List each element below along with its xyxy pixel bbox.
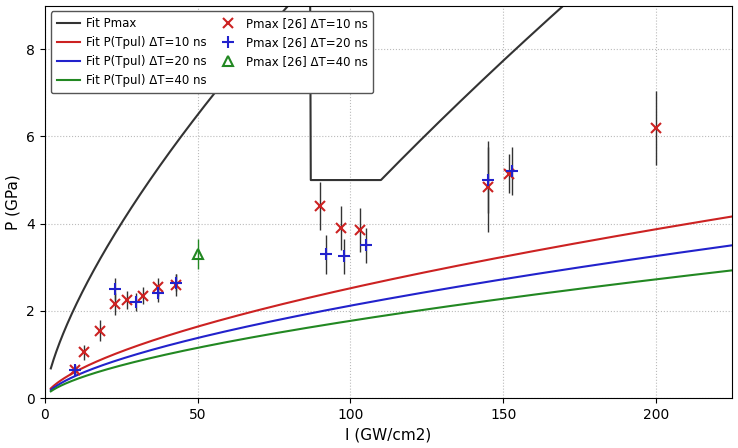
- Pmax [26] ΔT=10 ns: [355, 228, 364, 233]
- Fit Pmax: [347, 177, 356, 183]
- Pmax [26] ΔT=10 ns: [111, 302, 120, 307]
- Fit P(Tpul) ΔT=20 ns: [347, 303, 356, 308]
- Pmax [26] ΔT=10 ns: [80, 350, 89, 355]
- Fit P(Tpul) ΔT=10 ns: [578, 240, 587, 245]
- Fit P(Tpul) ΔT=40 ns: [46, 389, 55, 394]
- Fit P(Tpul) ΔT=20 ns: [116, 357, 125, 362]
- Fit P(Tpul) ΔT=10 ns: [116, 349, 125, 354]
- Fit P(Tpul) ΔT=40 ns: [116, 363, 125, 368]
- Pmax [26] ΔT=10 ns: [123, 297, 131, 303]
- Fit P(Tpul) ΔT=20 ns: [514, 274, 523, 280]
- Pmax [26] ΔT=20 ns: [483, 177, 492, 183]
- Line: Fit P(Tpul) ΔT=10 ns: Fit P(Tpul) ΔT=10 ns: [51, 216, 732, 388]
- Pmax [26] ΔT=10 ns: [337, 225, 345, 231]
- Y-axis label: P (GPa): P (GPa): [6, 174, 21, 230]
- Line: Fit P(Tpul) ΔT=20 ns: Fit P(Tpul) ΔT=20 ns: [51, 245, 732, 390]
- Pmax [26] ΔT=20 ns: [132, 300, 141, 305]
- Fit P(Tpul) ΔT=10 ns: [322, 291, 331, 296]
- Fit P(Tpul) ΔT=10 ns: [347, 285, 356, 291]
- Pmax [26] ΔT=20 ns: [361, 243, 370, 248]
- Pmax [26] ΔT=20 ns: [322, 251, 331, 257]
- Fit P(Tpul) ΔT=20 ns: [46, 388, 55, 393]
- Pmax [26] ΔT=20 ns: [71, 367, 80, 372]
- Fit P(Tpul) ΔT=10 ns: [728, 214, 737, 219]
- Fit P(Tpul) ΔT=10 ns: [514, 251, 523, 257]
- Pmax [26] ΔT=10 ns: [652, 125, 661, 130]
- Fit P(Tpul) ΔT=10 ns: [46, 386, 55, 391]
- Fit P(Tpul) ΔT=40 ns: [578, 286, 587, 291]
- Pmax [26] ΔT=10 ns: [138, 293, 147, 298]
- Fit P(Tpul) ΔT=40 ns: [728, 267, 737, 273]
- Pmax [26] ΔT=10 ns: [95, 328, 104, 333]
- Fit Pmax: [322, 177, 331, 183]
- Pmax [26] ΔT=20 ns: [339, 254, 348, 259]
- Line: Pmax [26] ΔT=10 ns: Pmax [26] ΔT=10 ns: [70, 123, 661, 375]
- Pmax [26] ΔT=10 ns: [483, 184, 492, 190]
- Fit P(Tpul) ΔT=20 ns: [322, 307, 331, 313]
- Line: Pmax [26] ΔT=20 ns: Pmax [26] ΔT=20 ns: [69, 166, 518, 375]
- Fit P(Tpul) ΔT=40 ns: [322, 322, 331, 327]
- Fit P(Tpul) ΔT=40 ns: [590, 284, 599, 289]
- Pmax [26] ΔT=20 ns: [154, 291, 162, 296]
- Pmax [26] ΔT=20 ns: [111, 286, 120, 292]
- Fit P(Tpul) ΔT=20 ns: [590, 263, 599, 268]
- Pmax [26] ΔT=10 ns: [154, 284, 162, 289]
- Fit Pmax: [116, 222, 125, 228]
- Legend: Fit Pmax, Fit P(Tpul) ΔT=10 ns, Fit P(Tpul) ΔT=20 ns, Fit P(Tpul) ΔT=40 ns, Pmax: Fit Pmax, Fit P(Tpul) ΔT=10 ns, Fit P(Tp…: [51, 12, 373, 93]
- Fit Pmax: [46, 366, 55, 371]
- Pmax [26] ΔT=20 ns: [508, 168, 517, 174]
- Pmax [26] ΔT=20 ns: [172, 280, 181, 285]
- Fit P(Tpul) ΔT=40 ns: [347, 318, 356, 323]
- Fit P(Tpul) ΔT=10 ns: [590, 237, 599, 243]
- Pmax [26] ΔT=10 ns: [505, 171, 514, 176]
- Pmax [26] ΔT=10 ns: [315, 203, 324, 209]
- Pmax [26] ΔT=10 ns: [172, 282, 181, 288]
- Fit Pmax: [514, 43, 523, 49]
- Fit P(Tpul) ΔT=20 ns: [578, 264, 587, 270]
- X-axis label: I (GW/cm2): I (GW/cm2): [345, 427, 432, 443]
- Line: Fit P(Tpul) ΔT=40 ns: Fit P(Tpul) ΔT=40 ns: [51, 270, 732, 392]
- Line: Fit Pmax: Fit Pmax: [51, 0, 732, 368]
- Fit P(Tpul) ΔT=20 ns: [728, 242, 737, 248]
- Fit P(Tpul) ΔT=40 ns: [514, 294, 523, 299]
- Pmax [26] ΔT=10 ns: [71, 367, 80, 372]
